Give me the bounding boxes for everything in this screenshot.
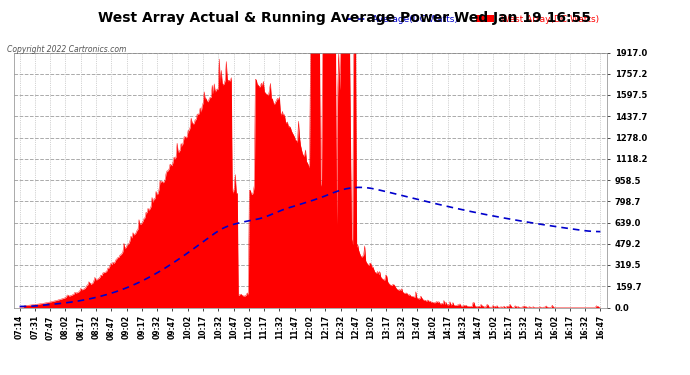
Legend: Average(DC Watts), West Array(DC Watts): Average(DC Watts), West Array(DC Watts) [343,11,602,27]
Text: Copyright 2022 Cartronics.com: Copyright 2022 Cartronics.com [7,45,126,54]
Text: West Array Actual & Running Average Power Wed Jan 19 16:55: West Array Actual & Running Average Powe… [99,11,591,25]
